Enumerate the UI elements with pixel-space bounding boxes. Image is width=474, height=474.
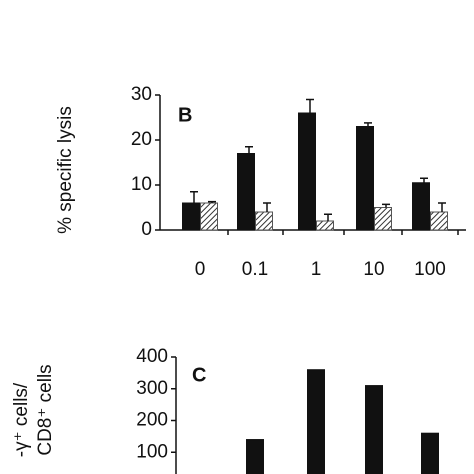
bar bbox=[316, 220, 334, 231]
bar bbox=[255, 211, 273, 231]
bar bbox=[182, 202, 200, 231]
bar bbox=[307, 369, 325, 474]
x-tick-label: 0 bbox=[195, 259, 206, 280]
panel-label: B bbox=[178, 104, 192, 126]
bar bbox=[365, 385, 383, 474]
y-axis-label: -γ⁺ cells/ bbox=[11, 382, 32, 457]
bar bbox=[246, 439, 264, 474]
y-tick-label: 0 bbox=[141, 219, 152, 240]
y-axis-label: CD8⁺ cells bbox=[35, 364, 56, 455]
bar bbox=[237, 153, 255, 231]
y-tick-label: 20 bbox=[131, 129, 152, 150]
y-axis-label: % specific lysis bbox=[55, 106, 76, 234]
x-tick-label: 1 bbox=[311, 259, 322, 280]
bar bbox=[412, 182, 430, 231]
x-tick-label: 0.1 bbox=[242, 259, 268, 280]
x-tick-label: 10 bbox=[363, 259, 384, 280]
bar bbox=[421, 432, 439, 474]
bar bbox=[356, 126, 374, 231]
y-tick-label: 300 bbox=[136, 378, 168, 399]
panel-label: C bbox=[192, 364, 206, 386]
y-tick-label: 400 bbox=[136, 346, 168, 367]
bar bbox=[430, 211, 448, 231]
bar bbox=[298, 112, 316, 231]
bar bbox=[374, 207, 392, 231]
y-tick-label: 100 bbox=[136, 441, 168, 462]
y-tick-label: 200 bbox=[136, 410, 168, 431]
y-tick-label: 30 bbox=[131, 84, 152, 105]
y-tick-label: 10 bbox=[131, 174, 152, 195]
bar bbox=[200, 202, 218, 231]
x-tick-label: 100 bbox=[414, 259, 446, 280]
